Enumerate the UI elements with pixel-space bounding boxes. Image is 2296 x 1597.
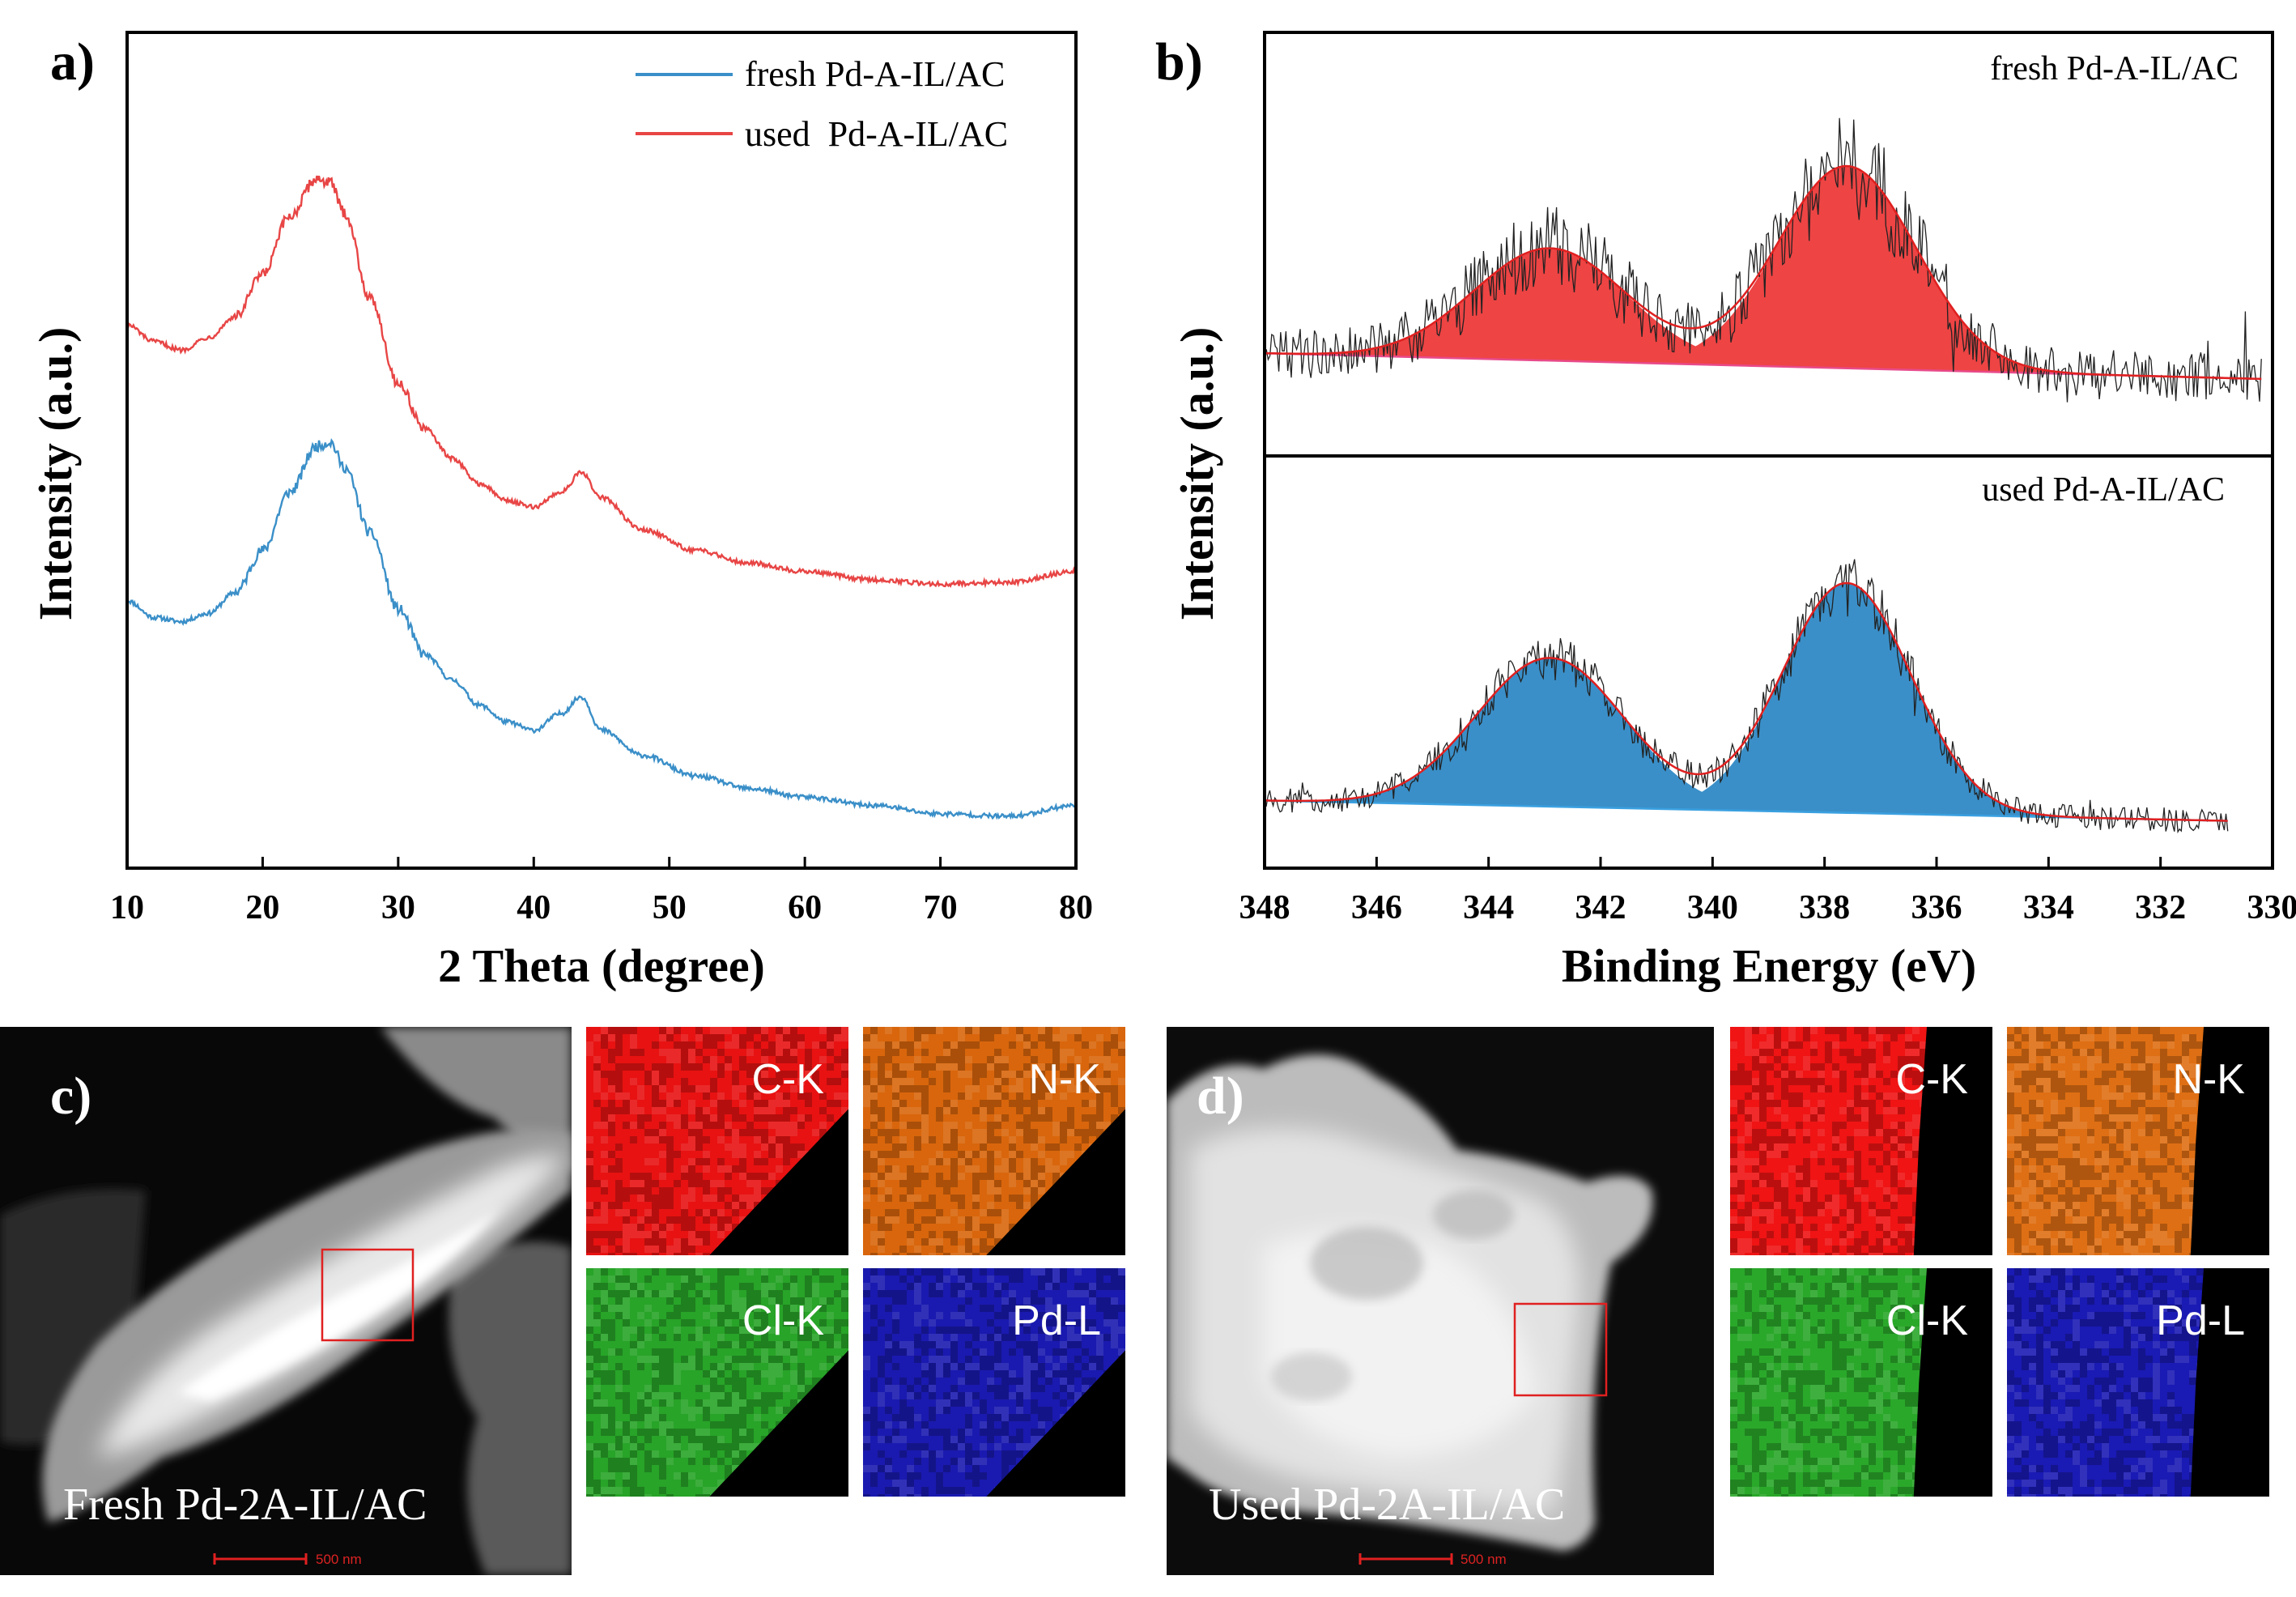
x-tick-label: 334 <box>2023 889 2074 926</box>
x-tick-label: 340 <box>1687 889 1738 926</box>
x-tick-label: 348 <box>1239 889 1290 926</box>
x-tick-label: 344 <box>1463 889 1514 926</box>
peak-fill-used-2 <box>1265 583 2228 821</box>
panel-letter-b: b) <box>1155 32 1203 92</box>
panel-a-frame <box>125 31 1078 870</box>
x-tick-label: 10 <box>110 889 144 926</box>
peak-fill-used-1 <box>1265 658 2228 821</box>
x-tick-label: 20 <box>245 889 279 926</box>
selection-box-used <box>1513 1302 1608 1397</box>
x-tick-label: 342 <box>1575 889 1626 926</box>
element-map-n-k: N-K <box>2007 1027 2269 1255</box>
element-map-n-k: N-K <box>863 1027 1125 1255</box>
panel-a: a) 10 20 30 40 50 60 70 80 2 Theta (degree) Int… <box>29 31 1093 992</box>
element-map-pd-l: Pd-L <box>2007 1268 2269 1497</box>
micrograph-used: 500 nm <box>1167 1027 1714 1575</box>
legend-label-used: used Pd-A-IL/AC <box>745 114 1008 154</box>
element-map-c-k: C-K <box>586 1027 848 1255</box>
panel-letter-a: a) <box>50 32 95 92</box>
panel-b-bottom-label: used Pd-A-IL/AC <box>1982 471 2225 509</box>
raw-spectrum-fresh <box>1264 117 2262 402</box>
element-map-label: Pd-L <box>2156 1297 2245 1344</box>
element-map-label: C-K <box>751 1056 824 1103</box>
x-tick-label: 30 <box>381 889 415 926</box>
peak-fill-fresh-2 <box>1265 166 2262 379</box>
x-tick-label: 330 <box>2247 889 2296 926</box>
panel-b-x-axis-title: Binding Energy (eV) <box>1562 939 1976 992</box>
panel-b-y-axis-title: Intensity (a.u.) <box>1171 327 1223 621</box>
fit-envelope-fresh <box>1264 164 2262 381</box>
micrograph-caption-used: Used Pd-2A-IL/AC <box>1209 1480 1565 1530</box>
scale-bar-fresh: 500 nm <box>213 1552 362 1567</box>
panel-b: b) 348 346 344 342 340 338 336 334 332 330 fresh … <box>1155 31 2296 992</box>
panel-a-x-ticks: 10 20 30 40 50 60 70 80 <box>110 857 1093 926</box>
x-tick-label: 338 <box>1799 889 1850 926</box>
legend-label-fresh: fresh Pd-A-IL/AC <box>745 54 1005 94</box>
element-maps-used: C-K N-K Cl-K Pd-L <box>1730 1027 2269 1497</box>
scale-text-used: 500 nm <box>1461 1552 1507 1567</box>
element-map-label: N-K <box>2172 1056 2245 1103</box>
panel-letter-c: c) <box>50 1067 91 1126</box>
x-tick-label: 336 <box>1911 889 1962 926</box>
panel-a-legend: fresh Pd-A-IL/AC used Pd-A-IL/AC <box>636 54 1008 154</box>
raw-spectrum-used <box>1264 559 2229 834</box>
panel-a-series <box>126 175 1077 820</box>
peak-fill-fresh-1 <box>1265 248 2262 379</box>
scale-text-fresh: 500 nm <box>316 1552 362 1567</box>
panel-a-y-axis-title: Intensity (a.u.) <box>29 327 82 621</box>
panel-letter-d: d) <box>1197 1067 1244 1126</box>
panel-b-top-spectrum <box>1264 117 2262 402</box>
element-map-label: N-K <box>1028 1056 1101 1103</box>
panel-c: 500 nm c) Fresh Pd-2A-IL/AC C-K N-K Cl-K Pd… <box>0 1027 1125 1575</box>
panel-d: 500 nm d) Used Pd-2A-IL/AC C-K N-K Cl-K Pd-… <box>1167 1027 2269 1575</box>
element-map-label: Pd-L <box>1012 1297 1101 1344</box>
element-map-cl-k: Cl-K <box>586 1268 848 1497</box>
element-map-label: Cl-K <box>1886 1297 1968 1344</box>
scale-bar-used: 500 nm <box>1358 1552 1507 1567</box>
element-map-label: Cl-K <box>742 1297 824 1344</box>
x-tick-label: 40 <box>517 889 551 926</box>
x-tick-label: 346 <box>1351 889 1402 926</box>
x-tick-label: 60 <box>788 889 822 926</box>
selection-box-fresh <box>321 1248 415 1342</box>
element-map-pd-l: Pd-L <box>863 1268 1125 1497</box>
element-map-label: C-K <box>1895 1056 1968 1103</box>
x-tick-label: 70 <box>924 889 958 926</box>
x-tick-label: 50 <box>653 889 687 926</box>
panel-b-top-label: fresh Pd-A-IL/AC <box>1990 50 2239 87</box>
element-map-cl-k: Cl-K <box>1730 1268 1992 1497</box>
panel-a-x-axis-title: 2 Theta (degree) <box>438 939 765 992</box>
panel-b-frame <box>1263 31 2274 870</box>
x-tick-label: 80 <box>1059 889 1093 926</box>
series-line-fresh <box>126 437 1077 820</box>
element-maps-fresh: C-K N-K Cl-K Pd-L <box>586 1027 1125 1497</box>
x-tick-label: 332 <box>2135 889 2186 926</box>
micrograph-caption-fresh: Fresh Pd-2A-IL/AC <box>63 1480 427 1530</box>
series-line-used <box>126 175 1077 589</box>
panel-b-x-ticks: 348 346 344 342 340 338 336 334 332 330 <box>1239 857 2296 926</box>
element-map-c-k: C-K <box>1730 1027 1992 1255</box>
panel-b-bottom-spectrum <box>1264 559 2229 834</box>
micrograph-fresh: 500 nm <box>0 1027 572 1575</box>
fit-envelope-used <box>1265 581 2228 822</box>
